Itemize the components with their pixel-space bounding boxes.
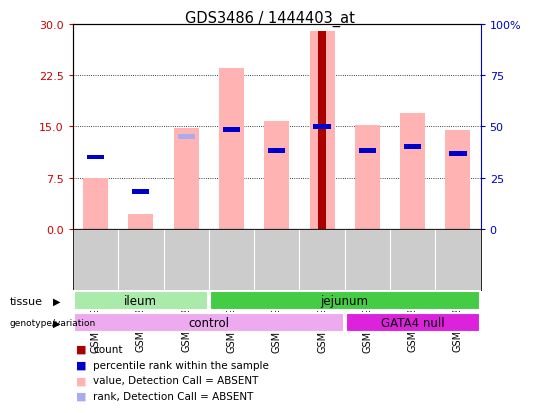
Text: ■: ■ [76,375,86,385]
Bar [129,214,153,229]
Bar [355,126,380,229]
Bar [178,135,195,140]
Bar [210,291,480,311]
Bar [219,69,244,229]
Bar [318,32,326,229]
Text: percentile rank within the sample: percentile rank within the sample [93,360,269,370]
Text: value, Detection Call = ABSENT: value, Detection Call = ABSENT [93,375,258,385]
Text: ■: ■ [76,344,86,354]
Bar [359,148,376,153]
Text: control: control [188,316,230,329]
Text: ▶: ▶ [53,318,60,328]
Bar [268,148,285,153]
Text: jejunum: jejunum [321,294,369,307]
Text: count: count [93,344,123,354]
Bar [74,291,208,311]
Bar [264,121,289,229]
Bar [83,178,108,229]
Bar [346,313,480,332]
Bar [223,128,240,133]
Bar [309,32,334,229]
Text: ■: ■ [76,360,86,370]
Text: ileum: ileum [124,294,157,307]
Text: ▶: ▶ [53,296,60,306]
Bar [404,145,421,150]
Bar [400,113,425,229]
Bar [313,125,330,129]
Bar [174,128,199,229]
Text: GATA4 null: GATA4 null [381,316,444,329]
Bar [87,155,104,160]
Text: genotype/variation: genotype/variation [10,318,96,328]
Text: tissue: tissue [10,296,43,306]
Text: GDS3486 / 1444403_at: GDS3486 / 1444403_at [185,10,355,26]
Bar [132,189,150,194]
Bar [449,152,467,157]
Bar [446,131,470,229]
Text: rank, Detection Call = ABSENT: rank, Detection Call = ABSENT [93,391,253,401]
Bar [74,313,344,332]
Text: ■: ■ [76,391,86,401]
